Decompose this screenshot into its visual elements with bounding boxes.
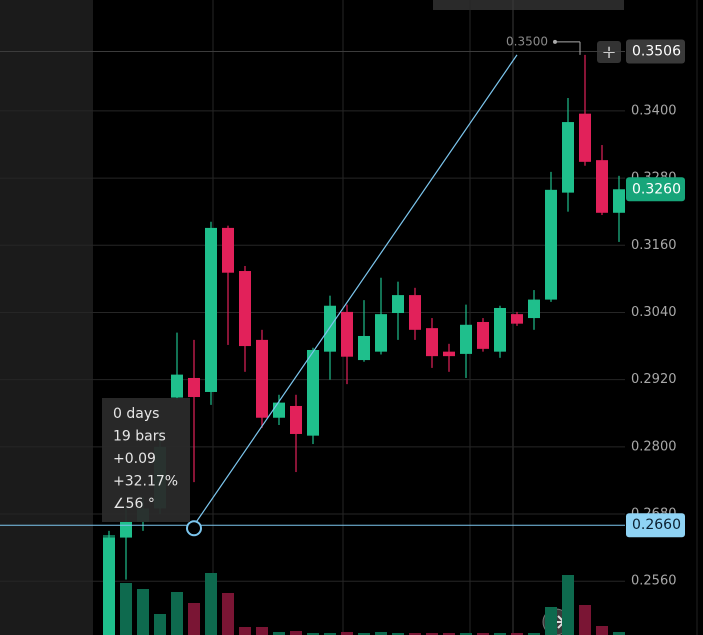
price-label-box	[626, 177, 685, 202]
candle-body	[290, 405, 302, 434]
volume-bar	[256, 627, 268, 635]
volume-bar	[494, 633, 506, 635]
volume-bar	[273, 632, 285, 635]
candle-body	[358, 335, 370, 361]
candle-body	[477, 321, 489, 349]
y-tick-label: 0.2920	[631, 372, 677, 387]
measure-handle	[186, 520, 202, 537]
volume-bar	[154, 614, 166, 635]
volume-bar	[409, 633, 421, 635]
volume-bar	[358, 633, 370, 635]
candle-body	[256, 339, 268, 418]
y-tick-label: 0.3400	[631, 103, 677, 118]
shaded-region	[0, 0, 93, 635]
volume-bar	[137, 589, 149, 635]
y-tick-label: 0.3160	[631, 238, 677, 253]
candle-body	[205, 227, 217, 392]
volume-bar	[613, 632, 625, 635]
candle-body	[188, 377, 200, 398]
candle-body	[103, 537, 115, 635]
y-tick-label: 0.3040	[631, 305, 677, 320]
candle-body	[171, 374, 183, 398]
volume-bar	[545, 607, 557, 635]
measure-line	[193, 54, 518, 526]
candle-body	[443, 351, 455, 357]
volume-bar	[222, 593, 234, 635]
volume-bar	[239, 627, 251, 635]
volume-bar	[443, 633, 455, 635]
measure-text: ∠56 °	[113, 496, 155, 512]
volume-bar	[290, 631, 302, 635]
candle-body	[494, 307, 506, 352]
top-bar	[433, 0, 624, 10]
candle-body	[545, 189, 557, 300]
candle-body	[375, 314, 387, 352]
candle-body	[579, 113, 591, 162]
candle-body	[222, 227, 234, 273]
price-label: 0.3260	[632, 181, 681, 197]
candle-body	[392, 295, 404, 314]
measure-text: 0 days	[113, 406, 159, 422]
volume-bar	[528, 633, 540, 635]
volume-bar	[426, 633, 438, 635]
measure-tooltip	[102, 398, 190, 522]
volume-bar	[324, 633, 336, 635]
y-tick-label: 0.2800	[631, 439, 677, 454]
candle-body	[120, 521, 132, 538]
add-button-label[interactable]: +	[601, 42, 616, 63]
candle-body	[596, 160, 608, 213]
volume-bar	[307, 633, 319, 635]
volume-bar	[477, 633, 489, 635]
volume-bar	[392, 633, 404, 635]
volume-bar	[171, 592, 183, 635]
candle-body	[511, 314, 523, 324]
price-label: 0.3506	[632, 44, 681, 60]
volume-bar	[205, 573, 217, 635]
measure-text: +32.17%	[113, 474, 178, 490]
candle-body	[239, 271, 251, 347]
volume-bar	[375, 632, 387, 635]
volume-bar	[341, 632, 353, 635]
measure-text: 19 bars	[113, 429, 166, 445]
candle-body	[460, 324, 472, 354]
volume-bar	[562, 575, 574, 635]
candle-body	[409, 295, 421, 330]
volume-bar	[596, 626, 608, 635]
volume-bar	[511, 633, 523, 635]
price-label: 0.2660	[632, 517, 681, 533]
drawing-dot	[553, 39, 557, 44]
candle-body	[528, 299, 540, 319]
price-label-box	[626, 513, 685, 538]
y-tick-label: 0.2560	[631, 574, 677, 589]
candle-body	[562, 122, 574, 193]
volume-bar	[460, 633, 472, 635]
candle-body	[613, 189, 625, 213]
drawing-label: 0.3500	[506, 34, 548, 48]
volume-bar	[120, 583, 132, 635]
measure-text: +0.09	[113, 451, 156, 467]
candle-body	[324, 305, 336, 352]
candle-body	[273, 402, 285, 418]
candle-body	[426, 328, 438, 357]
price-label-box	[626, 39, 685, 64]
volume-bar	[188, 603, 200, 635]
candle-body	[307, 349, 319, 436]
volume-bar	[579, 605, 591, 635]
candle-body	[341, 311, 353, 357]
